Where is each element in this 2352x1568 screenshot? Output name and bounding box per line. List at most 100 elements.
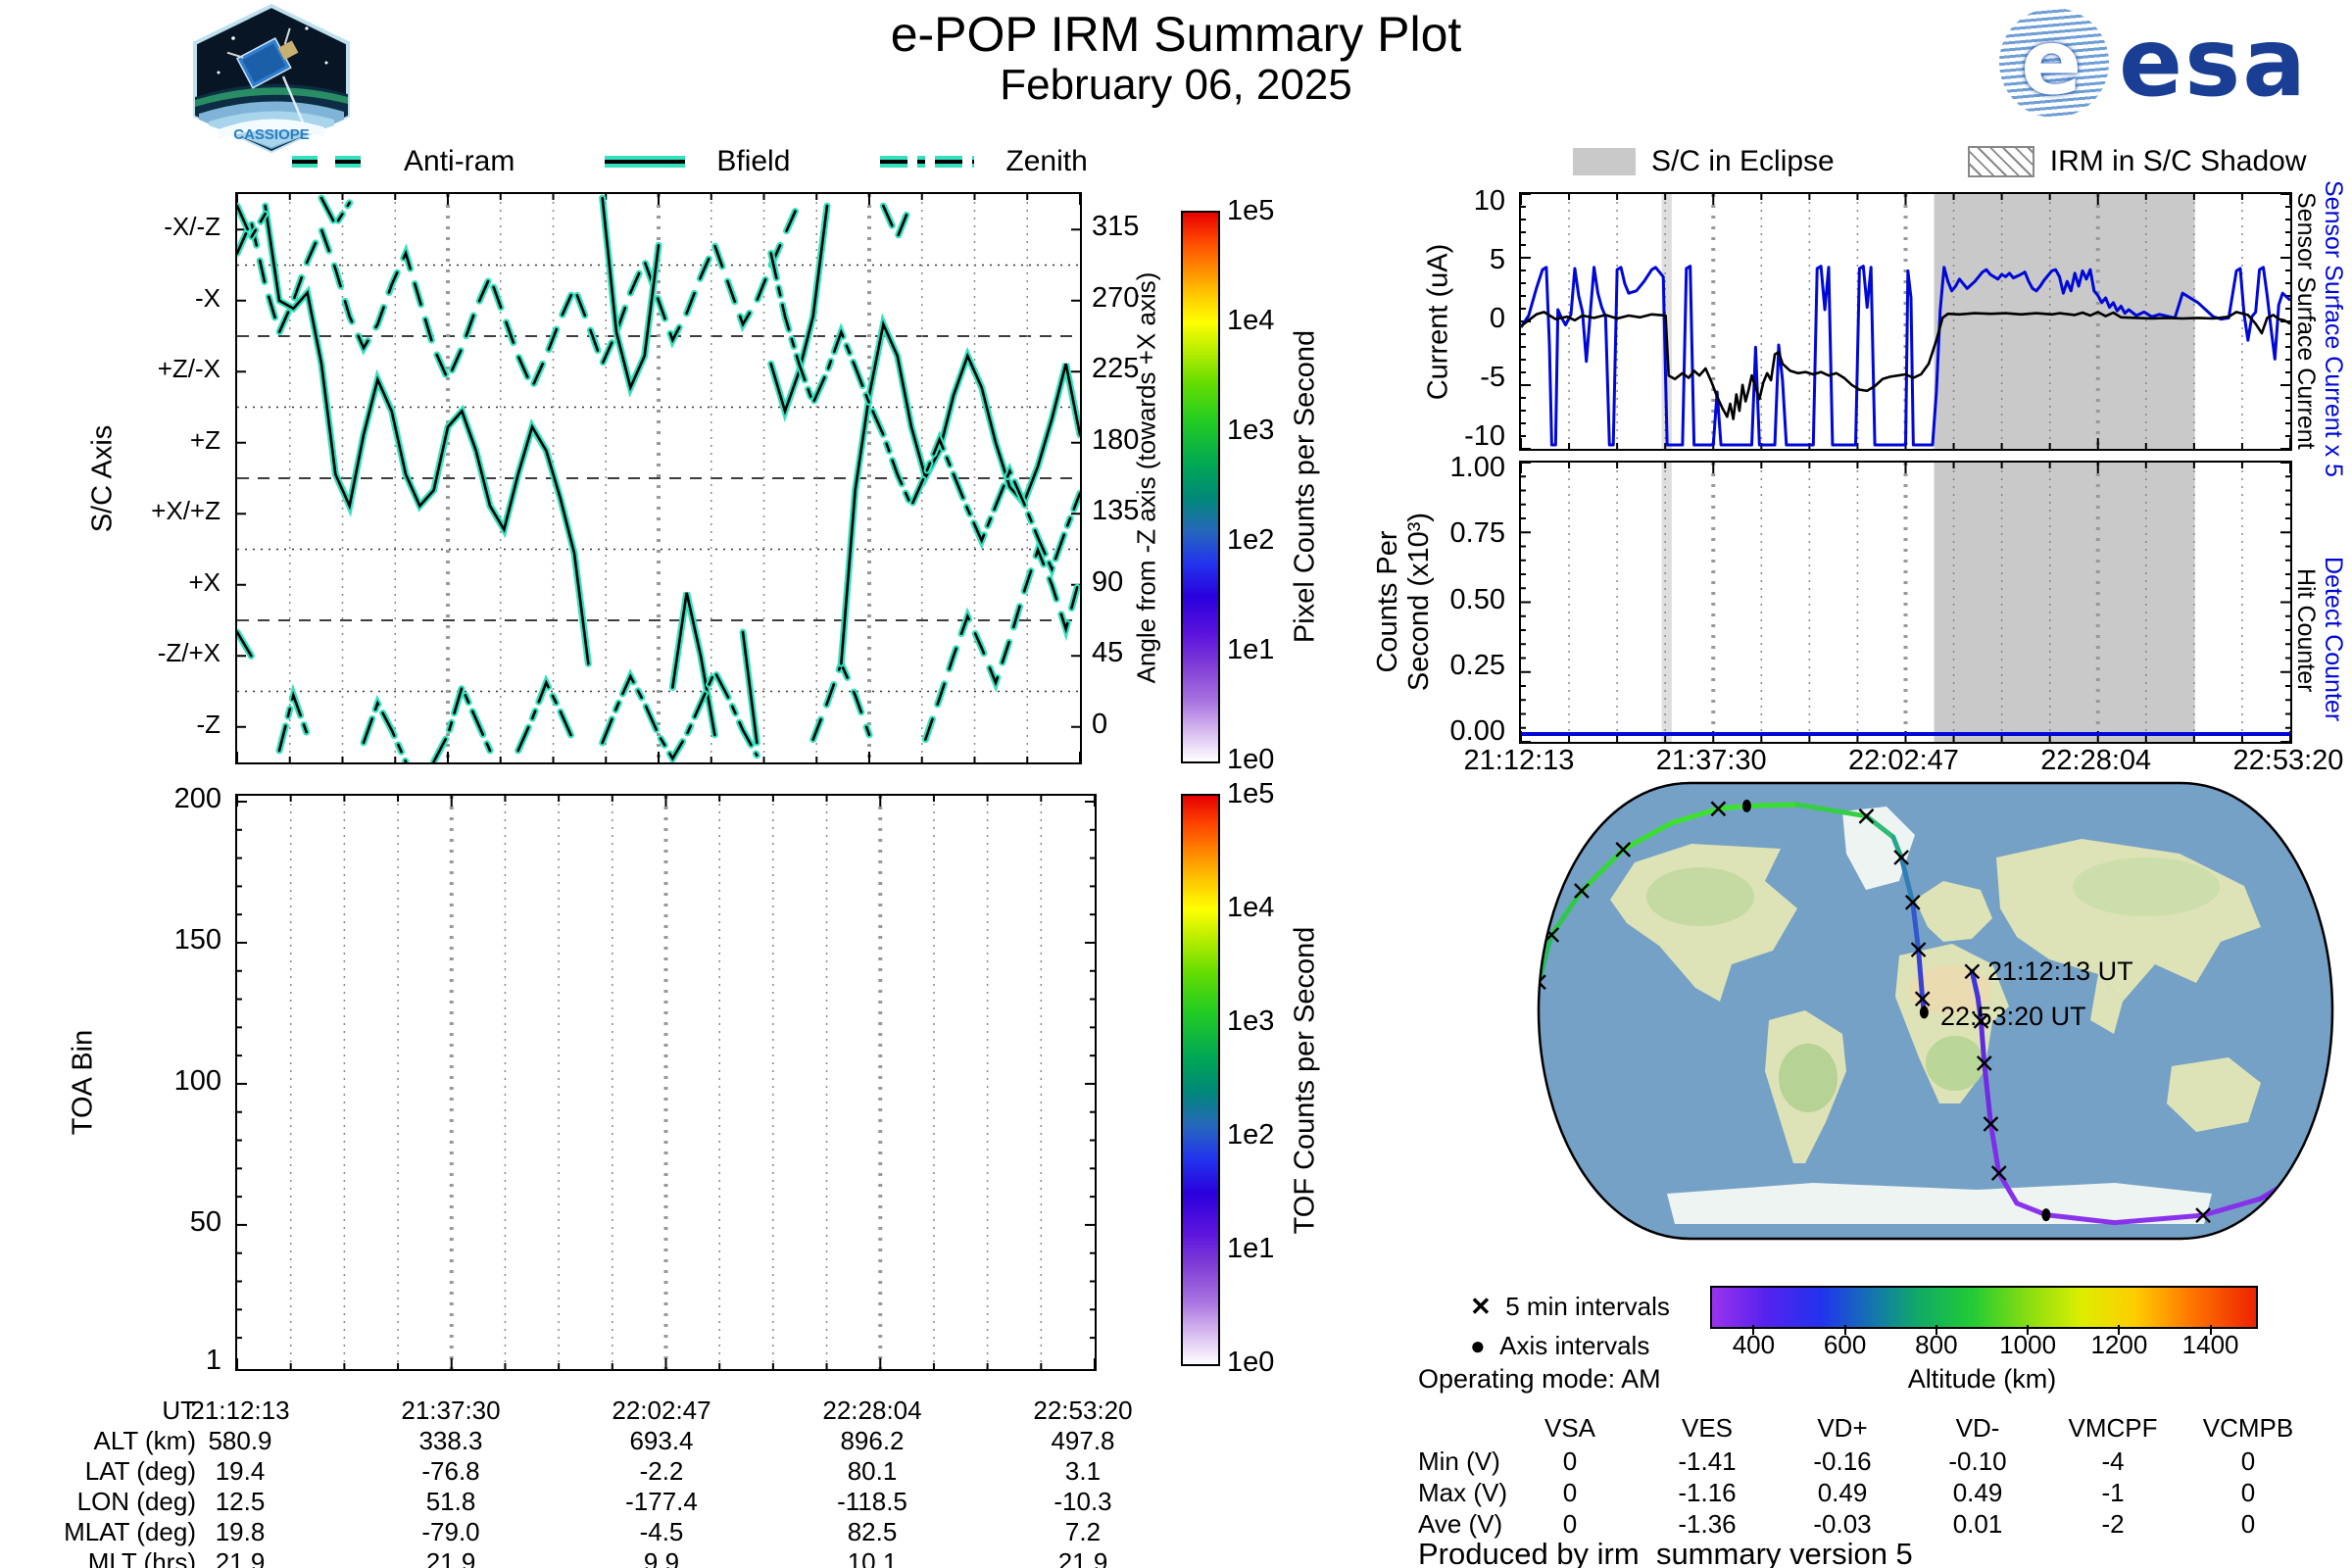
5min-marker (1983, 1116, 1999, 1132)
voltage-value: -1.41 (1678, 1446, 1737, 1476)
series-zenith (319, 196, 351, 228)
angle-rtick: 135 (1092, 495, 1140, 527)
track-segment (1715, 803, 1749, 811)
track-segment (1978, 1018, 1987, 1066)
alt-tickmark (2027, 1325, 2030, 1335)
track-segment (1987, 1121, 2002, 1176)
ground-track-map (1537, 781, 2334, 1241)
alt-tickmark (1843, 1325, 1846, 1335)
axis-interval-marker (1741, 799, 1751, 812)
track-segment (1548, 888, 1585, 938)
toa-ytick: 100 (173, 1064, 221, 1097)
angle-rtick: 225 (1092, 353, 1140, 385)
voltage-value: -4 (2101, 1446, 2125, 1476)
series-zenith (277, 691, 309, 753)
legend-label-bfield: Bfield (716, 145, 791, 177)
pixel-cb-tick: 1e1 (1227, 634, 1275, 665)
ephemeris-value: 338.3 (418, 1426, 483, 1455)
series-bfield (840, 319, 1080, 665)
detect-counter-label: Detect Counter (2320, 557, 2347, 722)
series-zenith (237, 204, 267, 241)
angle-right-label: Angle from -Z axis (towards +X axis) (1131, 271, 1161, 684)
series-anti-ram (924, 546, 1080, 741)
tof-colorbar (1181, 794, 1220, 1366)
series-anti-ram (237, 201, 801, 391)
ephemeris-value: -4.5 (639, 1517, 684, 1546)
5min-marker (1990, 1165, 2007, 1181)
esa-globe-icon: e (1999, 8, 2109, 118)
cassiope-patch: CASSIOPE (193, 4, 350, 153)
toa-ytick: 150 (173, 923, 221, 956)
track-segment (1539, 1079, 1540, 1120)
zenith-line-sample (880, 156, 975, 168)
ephemeris-value: -79.0 (421, 1517, 480, 1546)
series-zenith (514, 673, 578, 755)
angle-rtick: 90 (1092, 565, 1124, 598)
shadow-swatch (1967, 146, 2034, 177)
legend-label-antiram: Anti-ram (404, 145, 515, 177)
ephemeris-value: 896.2 (840, 1426, 905, 1455)
track-segment (2200, 1196, 2264, 1218)
tof-cb-tick: 1e0 (1227, 1347, 1275, 1378)
voltage-header: VSA (1544, 1413, 1596, 1443)
ephemeris-value: 21.9 (425, 1547, 476, 1568)
patch-label: CASSIOPE (233, 126, 310, 143)
track-segment (1620, 820, 1674, 853)
toa-ytick: 200 (173, 783, 221, 814)
5min-marker (2195, 1207, 2211, 1223)
series-bfield (237, 630, 253, 658)
time-xtick: 22:02:47 (1848, 745, 1959, 776)
ephemeris-value: 21:37:30 (401, 1396, 501, 1425)
ephemeris-row-label: LON (deg) (76, 1487, 196, 1516)
pixel-cb-tick: 1e0 (1227, 744, 1275, 775)
esa-logo: e esa (1999, 8, 2308, 118)
5min-marker (2328, 1116, 2332, 1132)
5min-marker (1574, 883, 1590, 899)
legend-label-zenith: Zenith (1005, 145, 1088, 177)
ephemeris-value: 7.2 (1064, 1517, 1102, 1546)
voltage-value: -1.16 (1678, 1478, 1737, 1507)
voltage-header: VD+ (1817, 1413, 1868, 1443)
track-segment (1975, 994, 1984, 1024)
tof-cb-tick: 1e1 (1227, 1233, 1275, 1264)
alt-tick: 600 (1823, 1330, 1867, 1359)
sc-ytick: -X (195, 282, 220, 313)
altitude-colorbar-label: Altitude (km) (1907, 1364, 2057, 1394)
alt-tick: 1000 (1999, 1330, 2057, 1359)
tof-colorbar-label: TOF Counts per Second (1289, 926, 1321, 1235)
current-ytick: 0 (1489, 303, 1505, 334)
5min-marker (1615, 842, 1632, 858)
series-zenith (516, 679, 576, 753)
track-segment (1794, 802, 1869, 819)
5min-marker (1710, 801, 1727, 817)
alt-tickmark (1752, 1325, 1755, 1335)
time-xtick: 22:53:20 (2232, 745, 2344, 776)
voltage-value: 0 (2240, 1509, 2256, 1539)
ephemeris-value: 12.5 (215, 1487, 266, 1516)
series-zenith (275, 683, 312, 755)
voltage-header: VMCPF (2068, 1413, 2158, 1443)
alt-tickmark (2118, 1325, 2121, 1335)
x-marker-icon: ✕ (1470, 1292, 1492, 1321)
axis-interval-marker (2041, 1208, 2051, 1222)
current-plot (1519, 192, 2292, 451)
track-segment (1539, 1023, 1540, 1085)
sensor-current-label: Sensor Surface Current (2292, 192, 2320, 450)
series-bfield (767, 202, 831, 422)
time-xtick: 21:37:30 (1655, 745, 1767, 776)
ephemeris-value: 80.1 (847, 1456, 898, 1486)
voltage-row-label: Max (V) (1418, 1478, 1507, 1507)
ephemeris-value: -10.3 (1054, 1487, 1112, 1516)
ephemeris-value: 19.4 (215, 1456, 266, 1486)
map-continents (1610, 807, 2261, 1224)
toa-ylabel: TOA Bin (67, 1029, 99, 1136)
track-segment (1982, 1060, 1993, 1127)
voltage-value: 0.49 (1952, 1478, 2003, 1507)
ephemeris-row-label: UT (162, 1396, 196, 1425)
ephemeris-value: 82.5 (847, 1517, 898, 1546)
track-segment (1898, 855, 1916, 906)
ephemeris-value: 10.1 (847, 1547, 898, 1568)
ephemeris-row-label: LAT (deg) (84, 1456, 196, 1486)
tof-cb-tick: 1e2 (1227, 1119, 1275, 1151)
